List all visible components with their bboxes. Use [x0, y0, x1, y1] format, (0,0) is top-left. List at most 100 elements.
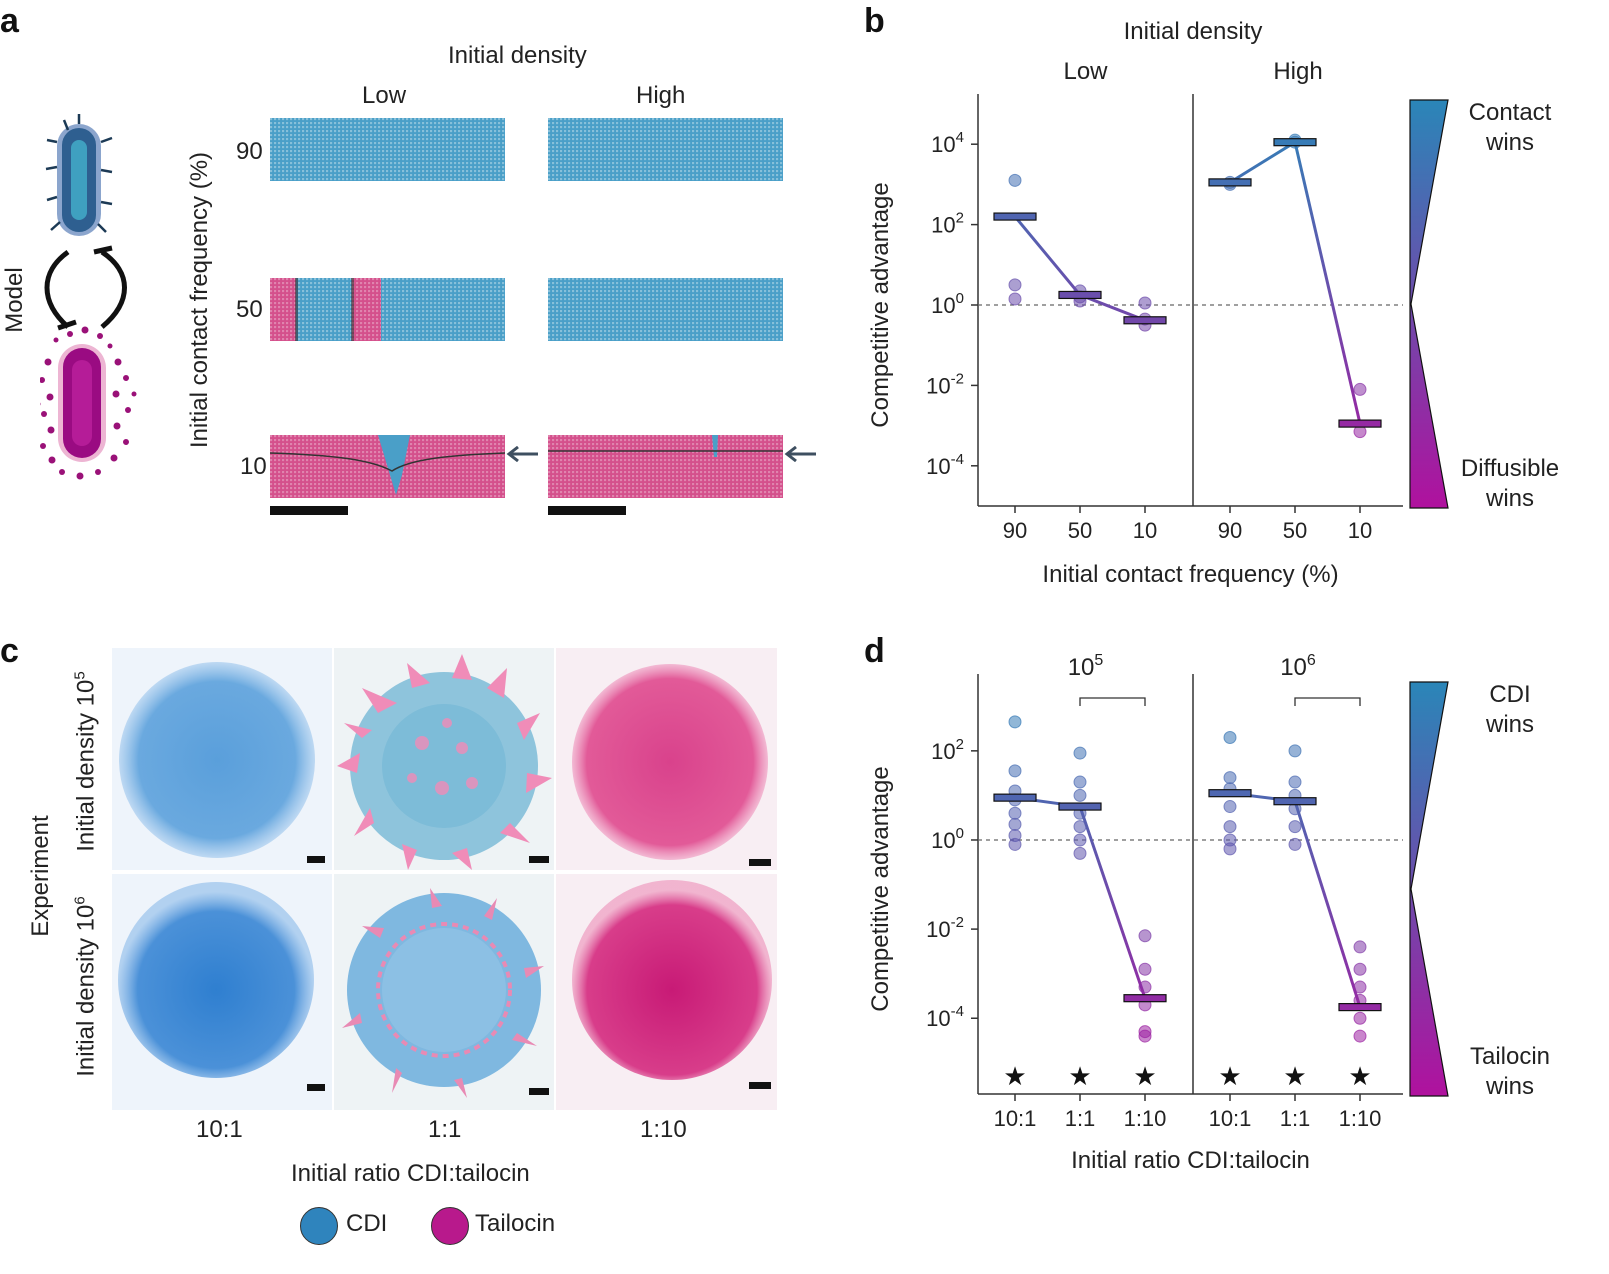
data-point — [1073, 846, 1087, 860]
model-label: Model — [1, 267, 28, 333]
x-tick-label: 50 — [1283, 518, 1307, 543]
data-point — [1223, 820, 1237, 834]
scale-bar — [548, 506, 626, 515]
arrow-left-icon — [506, 446, 538, 462]
col-label-10to1: 10:1 — [196, 1116, 243, 1143]
scale-bar — [529, 1088, 549, 1095]
panel-a-row-10: 10 — [240, 453, 267, 480]
data-point — [1353, 1011, 1367, 1025]
colony-grid — [112, 648, 777, 1110]
colony-mixed-1to1-low — [337, 654, 552, 870]
row1-label: Initial density 105 — [71, 671, 100, 852]
sim-low-90 — [270, 118, 505, 181]
median-connector — [1229, 140, 1296, 184]
scale-bar — [749, 1082, 771, 1089]
col-label-1to10: 1:10 — [640, 1116, 687, 1143]
legend-swatch-cdi — [300, 1207, 338, 1245]
scale-bar — [307, 1084, 325, 1091]
data-point — [1223, 842, 1237, 856]
panel-letter-a: a — [0, 2, 19, 40]
comparison-bracket — [1294, 697, 1361, 706]
data-point — [1288, 837, 1302, 851]
significance-star: ★ — [1348, 1061, 1371, 1091]
data-point — [1353, 940, 1367, 954]
y-tick-label: 100 — [931, 825, 964, 853]
significance-star: ★ — [1283, 1061, 1306, 1091]
facet-label: 105 — [1068, 652, 1104, 681]
data-point — [1138, 962, 1152, 976]
sim-high-10 — [548, 435, 783, 498]
gradient-top-label-2: wins — [1485, 711, 1534, 738]
median-bar — [1208, 789, 1252, 798]
colony-tailocin-1to10-low — [572, 664, 768, 860]
significance-star: ★ — [1003, 1061, 1026, 1091]
median-bar — [1338, 1002, 1382, 1012]
colony-mixed-1to1-high — [342, 888, 544, 1098]
median-connector — [1013, 215, 1082, 296]
panel-a-header: Initial density — [448, 42, 587, 69]
gradient-bottom-label-2: wins — [1485, 485, 1534, 512]
data-point — [1288, 775, 1302, 789]
scale-bar — [529, 856, 549, 863]
data-point — [1073, 746, 1087, 760]
x-tick-label: 1:10 — [1124, 1106, 1167, 1131]
sim-low-10 — [270, 435, 505, 498]
scale-bar — [270, 506, 348, 515]
gradient-bottom-label-1: Tailocin — [1470, 1043, 1550, 1070]
legend-label-cdi: CDI — [346, 1210, 388, 1237]
data-point — [1288, 744, 1302, 758]
model-illustration — [40, 114, 137, 480]
data-point — [1223, 771, 1237, 785]
x-tick-label: 1:10 — [1339, 1106, 1382, 1131]
data-point — [1353, 1029, 1367, 1043]
panel-a-y-title: Initial contact frequency (%) — [186, 151, 213, 449]
median-connector — [1293, 141, 1362, 424]
median-bar — [993, 793, 1037, 802]
panel-c-x-title: Initial ratio CDI:tailocin — [291, 1160, 530, 1187]
data-point — [1008, 817, 1022, 831]
sim-high-50 — [548, 278, 783, 341]
x-tick-label: 1:1 — [1280, 1106, 1311, 1131]
panel-letter-c: c — [0, 632, 19, 670]
y-tick-label: 10-2 — [926, 914, 964, 942]
significance-star: ★ — [1068, 1061, 1091, 1091]
data-point — [1223, 730, 1237, 744]
median-bar — [993, 212, 1037, 221]
significance-star: ★ — [1133, 1061, 1156, 1091]
x-tick-label: 10:1 — [994, 1106, 1037, 1131]
y-axis-title: Competitive advantage — [867, 182, 894, 427]
data-point — [1008, 173, 1022, 187]
panel-a-col-low: Low — [362, 82, 407, 109]
y-tick-label: 100 — [931, 290, 964, 318]
x-axis-title: Initial ratio CDI:tailocin — [1071, 1147, 1310, 1174]
median-bar — [1123, 316, 1167, 325]
x-tick-label: 1:1 — [1065, 1106, 1096, 1131]
median-bar — [1273, 138, 1317, 147]
chart-header: Initial density — [1124, 18, 1263, 45]
experiment-label: Experiment — [27, 815, 54, 937]
legend-label-tailocin: Tailocin — [475, 1210, 556, 1237]
data-point — [1138, 929, 1152, 943]
y-tick-label: 10-2 — [926, 370, 964, 398]
gradient-bottom-label-2: wins — [1485, 1073, 1534, 1100]
col-label-1to1: 1:1 — [428, 1116, 462, 1143]
x-axis-title: Initial contact frequency (%) — [1042, 561, 1338, 588]
median-bar — [1208, 178, 1252, 187]
gradient-top-label-2: wins — [1485, 129, 1534, 156]
median-connector — [1079, 293, 1146, 322]
data-point — [1288, 820, 1302, 834]
y-tick-label: 104 — [931, 129, 964, 157]
x-tick-label: 10:1 — [1209, 1106, 1252, 1131]
comparison-bracket — [1079, 697, 1146, 706]
data-point — [1353, 382, 1367, 396]
x-tick-label: 10 — [1348, 518, 1372, 543]
panel-a-col-high: High — [636, 82, 686, 109]
median-bar — [1273, 797, 1317, 806]
colony-cdi-10to1-high — [118, 882, 314, 1078]
scale-bar — [307, 856, 325, 863]
data-point — [1008, 764, 1022, 778]
gradient-top-label-1: CDI — [1489, 681, 1530, 708]
y-axis-title: Competitive advantage — [867, 766, 894, 1011]
row2-label: Initial density 106 — [71, 896, 100, 1077]
median-bar — [1058, 802, 1102, 811]
